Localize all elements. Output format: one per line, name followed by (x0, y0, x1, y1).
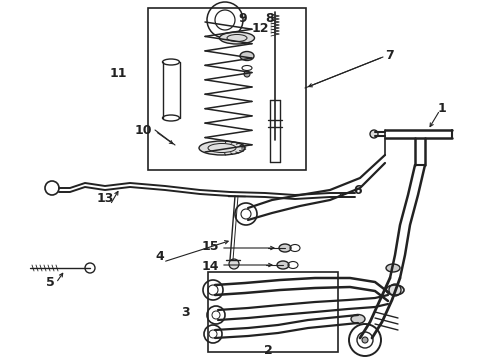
Ellipse shape (220, 32, 254, 44)
Text: 5: 5 (46, 275, 54, 288)
Text: 12: 12 (251, 22, 269, 35)
Text: 11: 11 (109, 67, 127, 80)
Circle shape (370, 130, 378, 138)
Text: 4: 4 (156, 251, 164, 264)
Ellipse shape (277, 261, 289, 269)
Ellipse shape (240, 51, 254, 60)
Text: 7: 7 (386, 49, 394, 62)
Text: 8: 8 (266, 12, 274, 24)
Circle shape (229, 259, 239, 269)
Bar (148, 8, 306, 170)
Ellipse shape (279, 244, 291, 252)
Text: 13: 13 (97, 192, 114, 204)
Circle shape (362, 337, 368, 343)
Ellipse shape (351, 315, 365, 324)
Ellipse shape (163, 115, 179, 121)
Text: 14: 14 (201, 260, 219, 273)
Bar (208, 272, 338, 352)
Text: 10: 10 (134, 123, 152, 136)
Text: 6: 6 (354, 184, 362, 197)
Ellipse shape (386, 264, 400, 272)
Text: 15: 15 (201, 240, 219, 253)
Circle shape (244, 71, 250, 77)
Text: 2: 2 (264, 343, 272, 356)
Ellipse shape (163, 59, 179, 65)
Ellipse shape (386, 285, 404, 295)
Text: 3: 3 (181, 306, 189, 319)
Text: 9: 9 (239, 12, 247, 24)
Text: 1: 1 (438, 102, 446, 114)
Ellipse shape (199, 141, 245, 155)
